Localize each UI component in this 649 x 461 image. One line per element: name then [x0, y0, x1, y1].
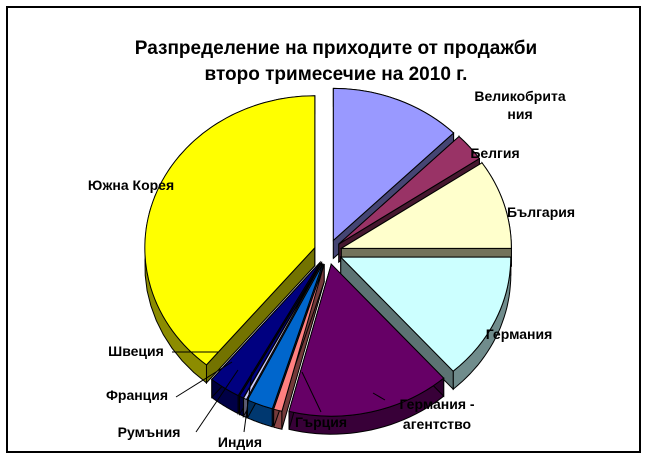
leader-line-индия — [243, 371, 253, 433]
data-label-германия-агентство: Германия -агентство — [399, 396, 474, 432]
leader-line-румъния — [195, 369, 239, 433]
chart-subtitle: второ тримесечие на 2010 г. — [205, 64, 468, 85]
pie-slice-германия-агентство — [288, 262, 445, 435]
data-label-белгия: Белгия — [470, 145, 519, 161]
leader-line-гърция — [301, 371, 322, 413]
data-label-румъния: Румъния — [118, 424, 181, 440]
data-label-българия: България — [507, 204, 575, 220]
pie-slice-германия — [339, 255, 512, 391]
data-label-германия: Германия — [486, 326, 553, 342]
chart-title: Разпределение на приходите от продажби — [135, 38, 537, 59]
data-label-индия: Индия — [218, 434, 262, 450]
data-label-великобритания: Великобрита ния — [474, 88, 565, 122]
leader-line-германия-агентство — [372, 392, 386, 401]
pie-slice-южна-корея — [144, 95, 316, 385]
pie-slice-гърция — [273, 263, 325, 430]
leader-line-франция — [175, 361, 233, 398]
data-label-швеция: Швеция — [108, 343, 164, 359]
data-label-южна-корея: Южна Корея — [88, 177, 174, 193]
data-label-франция: Франция — [106, 387, 168, 403]
data-label-гърция: Гърция — [295, 414, 347, 430]
